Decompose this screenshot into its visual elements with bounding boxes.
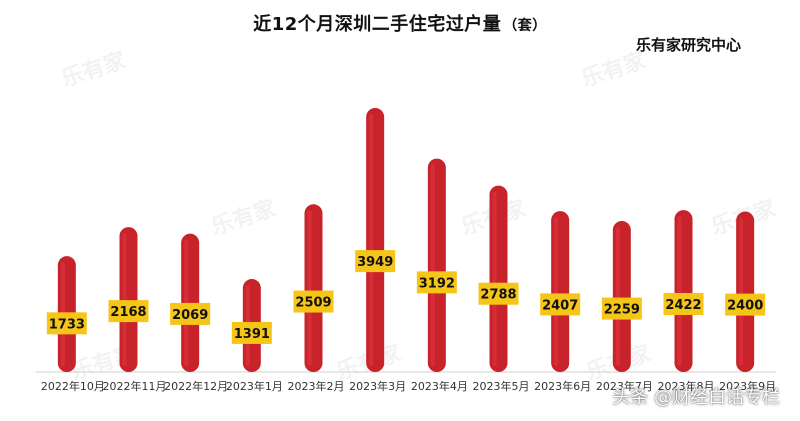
x-tick-label: 2023年4月 xyxy=(411,379,468,393)
bar-group: 1391 2023年1月 xyxy=(226,279,283,393)
bar-highlight xyxy=(307,210,312,366)
x-tick-label: 2023年7月 xyxy=(596,379,653,393)
data-label: 2422 xyxy=(665,298,701,313)
data-label-box xyxy=(540,293,581,316)
bar-highlight xyxy=(492,191,497,366)
bar xyxy=(304,204,323,372)
bar-group: 3949 2023年3月 xyxy=(349,108,406,393)
corner-watermark: 头条 @财经白话专栏 xyxy=(612,387,780,408)
bar-group: 1733 2022年10月 xyxy=(41,256,105,393)
x-tick-label: 2023年8月 xyxy=(658,379,715,393)
data-label: 2788 xyxy=(480,288,516,303)
data-label-box xyxy=(231,321,272,344)
data-label: 2259 xyxy=(604,303,640,318)
bar xyxy=(674,210,693,372)
x-tick-label: 2023年2月 xyxy=(288,379,345,393)
data-label-box xyxy=(478,282,519,305)
bar xyxy=(736,211,755,372)
x-tick-label: 2023年5月 xyxy=(473,379,530,393)
bar xyxy=(551,211,570,372)
data-label: 2400 xyxy=(727,299,763,314)
data-label: 2168 xyxy=(110,305,146,320)
bar-highlight xyxy=(369,114,374,366)
bar-highlight xyxy=(554,217,559,366)
bar-group: 2400 2023年9月 xyxy=(719,211,776,393)
bar xyxy=(119,227,138,372)
source-label: 乐有家研究中心 xyxy=(636,36,742,54)
data-label-box xyxy=(108,300,149,323)
bar-group: 2509 2023年2月 xyxy=(288,204,345,393)
bar-highlight xyxy=(430,164,435,366)
data-label: 1391 xyxy=(234,327,270,342)
data-label-box xyxy=(46,312,87,335)
data-label-box xyxy=(170,302,211,325)
bar xyxy=(612,220,631,372)
bar xyxy=(181,233,200,372)
chart-title: 近12个月深圳二手住宅过户量 （套） xyxy=(0,10,800,36)
data-label-box xyxy=(663,292,704,315)
bar-highlight xyxy=(184,239,189,366)
x-tick-label: 2023年3月 xyxy=(349,379,406,393)
data-label-box xyxy=(416,271,457,294)
data-label: 2407 xyxy=(542,298,578,313)
data-label-box xyxy=(601,297,642,320)
x-tick-label: 2022年12月 xyxy=(164,379,228,393)
bar-group: 2422 2023年8月 xyxy=(658,210,715,393)
data-label-box xyxy=(293,290,334,313)
chart-title-text: 近12个月深圳二手住宅过户量 xyxy=(253,14,502,35)
bar-highlight xyxy=(739,217,744,366)
bar xyxy=(366,108,385,372)
x-tick-label: 2023年6月 xyxy=(534,379,591,393)
bar-group: 2259 2023年7月 xyxy=(596,220,653,393)
data-label: 1733 xyxy=(49,317,85,332)
data-label-box xyxy=(725,293,766,316)
bar xyxy=(489,185,508,372)
x-tick-label: 2023年1月 xyxy=(226,379,283,393)
x-tick-label: 2022年11月 xyxy=(103,379,167,393)
bar xyxy=(427,158,446,372)
bar-highlight xyxy=(615,226,620,366)
bar-group: 2069 2022年12月 xyxy=(164,233,228,393)
x-tick-label: 2022年10月 xyxy=(41,379,105,393)
data-label: 3192 xyxy=(419,276,455,291)
data-label: 3949 xyxy=(357,255,393,270)
bar-group: 2168 2022年11月 xyxy=(103,227,167,393)
data-label-box xyxy=(355,250,396,273)
bar-group: 3192 2023年4月 xyxy=(411,158,468,393)
chart-title-unit: （套） xyxy=(503,18,547,34)
x-tick-label: 2023年9月 xyxy=(719,379,776,393)
data-label: 2509 xyxy=(295,296,331,311)
bar-highlight xyxy=(677,216,682,366)
bar-highlight xyxy=(122,233,127,366)
bar-group: 2407 2023年6月 xyxy=(534,211,591,393)
bar-group: 2788 2023年5月 xyxy=(473,185,530,393)
data-label: 2069 xyxy=(172,308,208,323)
